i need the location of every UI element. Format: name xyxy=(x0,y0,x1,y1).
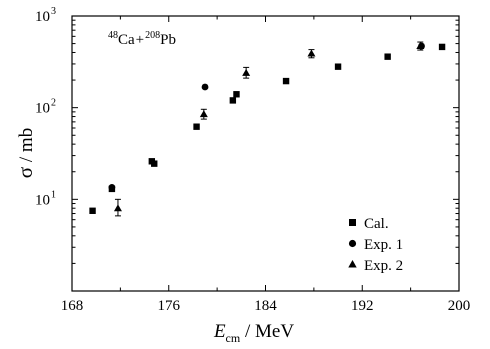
legend-marker-exp1 xyxy=(348,239,357,248)
data-point-cal xyxy=(233,91,240,98)
data-point-cal xyxy=(438,43,446,51)
axis-ticks xyxy=(71,16,460,292)
projectile-mass-number: 48 xyxy=(108,30,118,41)
plus-sign: + xyxy=(136,32,144,48)
x-axis-unit: / MeV xyxy=(240,321,294,342)
y-tick-exponent: 3 xyxy=(51,6,56,17)
x-tick-label: 176 xyxy=(158,298,181,314)
y-tick-base: 10 xyxy=(35,9,50,25)
data-point-exp2 xyxy=(416,42,425,50)
data-marks xyxy=(89,41,446,217)
legend-marker-exp2 xyxy=(348,260,357,268)
data-point-exp2 xyxy=(113,204,122,212)
y-axis-label: σ / mb xyxy=(13,128,37,178)
x-tick-label: 192 xyxy=(351,298,374,314)
x-tick-label: 184 xyxy=(254,298,277,314)
y-tick-label: 10 xyxy=(35,9,50,25)
x-tick-label: 168 xyxy=(61,298,84,314)
data-point-cal xyxy=(384,53,391,60)
x-axis-subscript: cm xyxy=(226,331,241,345)
data-point-exp1 xyxy=(108,183,116,191)
y-tick-base: 10 xyxy=(35,101,50,117)
legend-marker-cal xyxy=(349,219,356,226)
reaction-annotation: 48Ca+208Pb xyxy=(108,30,176,48)
y-axis-symbol: σ xyxy=(13,167,37,178)
data-point-exp1 xyxy=(201,83,209,91)
x-axis-symbol: E xyxy=(213,321,226,342)
y-tick-base: 10 xyxy=(35,192,50,208)
data-point-cal xyxy=(334,63,342,70)
legend: Cal. Exp. 1 Exp. 2 xyxy=(348,216,403,274)
target-mass-number: 208 xyxy=(145,30,160,41)
y-tick-label: 10 xyxy=(35,101,50,117)
x-axis-label: Ecm / MeV xyxy=(213,321,294,345)
legend-label-cal: Cal. xyxy=(364,216,389,232)
x-tick-label: 200 xyxy=(448,298,471,314)
data-point-cal xyxy=(229,97,237,104)
data-point-cal xyxy=(151,160,158,167)
target-symbol: Pb xyxy=(160,32,176,48)
data-point-exp2 xyxy=(242,68,251,76)
legend-label-exp2: Exp. 2 xyxy=(364,258,403,274)
data-point-cal xyxy=(282,77,290,85)
y-tick-label: 10 xyxy=(35,192,50,208)
y-tick-exponent: 1 xyxy=(51,189,56,200)
data-point-exp2 xyxy=(307,49,316,57)
data-point-exp2 xyxy=(199,110,208,118)
y-axis-unit: / mb xyxy=(16,128,37,167)
data-point-cal xyxy=(193,123,200,130)
data-point-cal xyxy=(89,207,96,214)
y-tick-exponent: 2 xyxy=(51,98,56,109)
legend-label-exp1: Exp. 1 xyxy=(364,237,403,253)
projectile-symbol: Ca xyxy=(118,32,135,48)
